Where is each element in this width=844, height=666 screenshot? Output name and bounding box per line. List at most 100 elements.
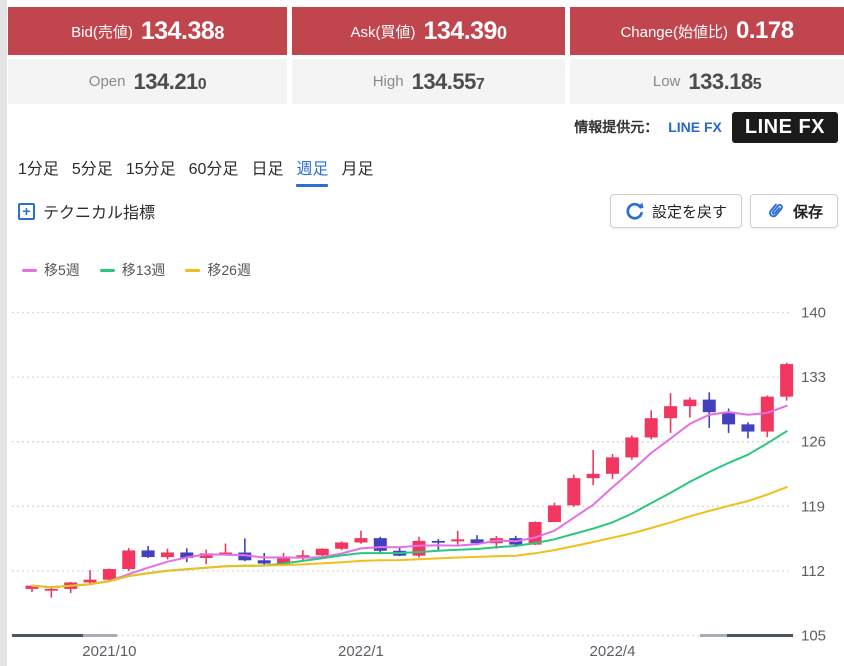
ask-value: 134.390: [423, 16, 507, 45]
candle-body: [373, 538, 387, 551]
low-value: 133.185: [688, 68, 762, 94]
tab-月足[interactable]: 月足: [341, 161, 374, 178]
paperclip-icon: [769, 203, 783, 218]
ma-lines: [31, 404, 788, 589]
legend-label: 移13週: [121, 262, 166, 278]
candle-body: [25, 585, 39, 589]
change-value: 0.178: [735, 17, 794, 44]
ma-line-移13週: [31, 430, 788, 589]
bid-value: 134.388: [140, 16, 224, 45]
candle-body: [431, 540, 445, 543]
candle-body: [44, 588, 58, 591]
axis-labels: 140 133 126 119 112 105 2021/10 2022/1 2022/4: [82, 305, 826, 660]
refresh-icon: [626, 202, 644, 220]
candle-body: [664, 406, 678, 419]
candle-body: [644, 418, 658, 438]
candle-body: [160, 552, 174, 558]
candle-body: [83, 579, 97, 583]
ask-panel: Ask(買値) 134.390: [292, 7, 565, 55]
ask-label: Ask(買値): [350, 23, 416, 41]
candle-body: [277, 557, 291, 564]
tab-週足[interactable]: 週足: [296, 155, 328, 187]
candle-body: [760, 396, 774, 432]
candle-body: [238, 552, 252, 561]
candle-body: [257, 560, 271, 564]
candles: [25, 362, 794, 598]
legend-item-移13週: 移13週: [99, 260, 166, 280]
bid-label: Bid(売値): [71, 23, 133, 41]
legend-item-移26週: 移26週: [185, 260, 251, 280]
open-label: Open: [88, 73, 126, 90]
legend-label: 移5週: [44, 262, 80, 278]
candle-body: [741, 424, 755, 432]
svg-text:126: 126: [801, 434, 826, 451]
ma-legend: 移5週 移13週 移26週: [22, 260, 251, 280]
candle-body: [547, 505, 561, 522]
legend-dash-icon: [22, 268, 37, 272]
candle-body: [722, 412, 736, 425]
candle-body: [451, 539, 465, 542]
candle-body: [180, 552, 194, 558]
candle-body: [199, 553, 213, 558]
candle-body: [122, 550, 136, 570]
svg-text:2022/1: 2022/1: [338, 643, 384, 660]
high-value: 134.557: [411, 68, 485, 94]
svg-text:112: 112: [801, 563, 825, 580]
candle-body: [219, 552, 232, 555]
candle-body: [102, 569, 116, 580]
legend-label: 移26週: [207, 262, 251, 278]
candlestick-chart[interactable]: 140 133 126 119 112 105 2021/10 2022/1 2022/4: [7, 290, 844, 666]
legend-item-移5週: 移5週: [22, 260, 80, 280]
candle-body: [780, 364, 794, 397]
linefx-logo[interactable]: LINE FX: [731, 111, 838, 143]
save-button[interactable]: 保存: [749, 194, 838, 228]
toolbar: + テクニカル指標 設定を戻す 保存: [18, 193, 838, 229]
svg-text:140: 140: [801, 305, 826, 322]
low-label: Low: [652, 73, 681, 90]
tab-日足[interactable]: 日足: [251, 161, 284, 178]
change-label: Change(始値比): [620, 23, 728, 41]
candle-body: [296, 555, 310, 558]
legend-dash-icon: [99, 268, 115, 272]
svg-text:133: 133: [801, 369, 826, 386]
linefx-chart-page: Bid(売値) 134.388 Ask(買値) 134.390 Change(始…: [7, 0, 844, 666]
reset-settings-button[interactable]: 設定を戻す: [609, 194, 742, 228]
timeframe-tabs: 1分足 5分足 15分足 60分足 日足 週足 月足: [18, 155, 373, 187]
candle-body: [625, 437, 639, 458]
ma-line-移26週: [31, 486, 788, 589]
candle-body: [141, 550, 155, 558]
tab-5分足[interactable]: 5分足: [71, 161, 113, 178]
candle-body: [335, 542, 349, 549]
change-panel: Change(始値比) 0.178: [570, 7, 844, 55]
low-panel: Low 133.185: [570, 59, 844, 104]
candle-body: [702, 399, 716, 413]
high-panel: High 134.557: [292, 59, 565, 104]
tab-60分足[interactable]: 60分足: [188, 161, 239, 178]
candle-body: [412, 540, 426, 556]
candle-body: [606, 457, 619, 474]
tab-1分足[interactable]: 1分足: [18, 161, 59, 178]
legend-dash-icon: [185, 268, 201, 272]
svg-text:119: 119: [801, 498, 825, 515]
provider-row: 情報提供元： LINE FX LINE FX: [574, 111, 838, 143]
svg-text:105: 105: [801, 628, 826, 645]
quote-row-top: Bid(売値) 134.388 Ask(買値) 134.390 Change(始…: [8, 7, 844, 55]
candle-body: [683, 399, 697, 407]
plus-icon: +: [18, 202, 35, 220]
bid-panel: Bid(売値) 134.388: [8, 7, 287, 55]
ma-line-移5週: [31, 404, 788, 589]
tab-15分足[interactable]: 15分足: [125, 161, 176, 178]
open-panel: Open 134.210: [8, 59, 287, 104]
high-label: High: [372, 73, 404, 90]
candle-body: [315, 548, 329, 556]
candle-body: [586, 473, 600, 479]
chart-gridlines: [12, 311, 792, 637]
candle-body: [470, 539, 484, 544]
svg-text:2021/10: 2021/10: [82, 643, 136, 660]
candle-body: [567, 478, 581, 506]
svg-text:2022/4: 2022/4: [590, 643, 636, 660]
provider-prefix: 情報提供元：: [574, 119, 659, 135]
candle-body: [354, 538, 368, 543]
technical-indicator-button[interactable]: + テクニカル指標: [18, 199, 155, 223]
linefx-link[interactable]: LINE FX: [668, 119, 722, 135]
